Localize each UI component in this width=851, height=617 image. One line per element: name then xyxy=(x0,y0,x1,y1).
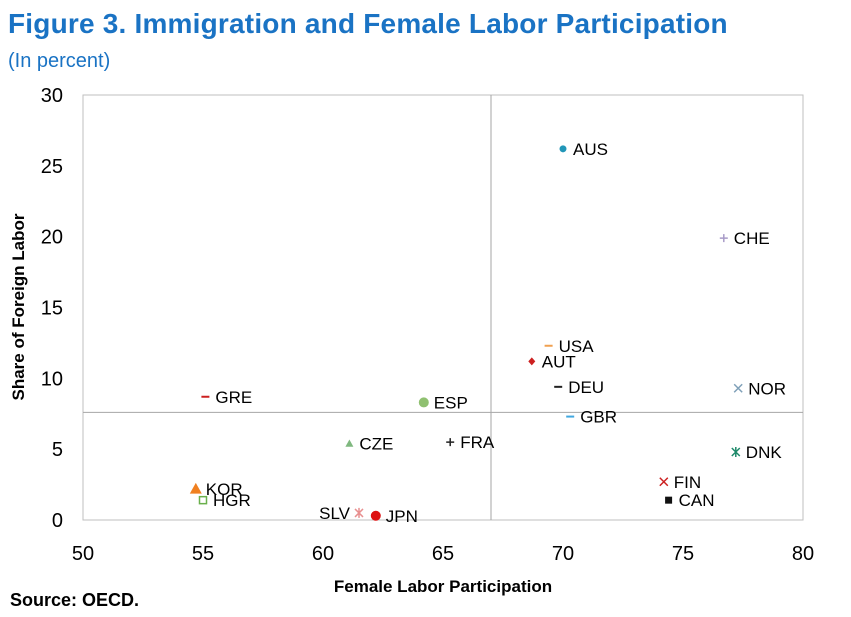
point-marker xyxy=(665,496,673,504)
point-marker xyxy=(446,438,455,447)
point-label: FIN xyxy=(674,473,701,492)
data-point-hgr: HGR xyxy=(198,491,251,510)
x-tick-label: 55 xyxy=(192,543,214,565)
data-point-slv: SLV xyxy=(319,504,364,523)
point-marker xyxy=(198,495,208,505)
x-tick-label: 65 xyxy=(432,543,454,565)
data-point-usa: USA xyxy=(544,337,595,356)
data-point-fin: FIN xyxy=(659,473,701,492)
y-tick-label: 15 xyxy=(41,298,63,320)
data-point-nor: NOR xyxy=(733,379,786,398)
data-point-gbr: GBR xyxy=(566,408,617,427)
point-label: JPN xyxy=(386,507,418,526)
point-label: CAN xyxy=(679,491,715,510)
point-marker xyxy=(559,145,567,153)
y-tick-label: 30 xyxy=(41,85,63,107)
point-label: DEU xyxy=(568,378,604,397)
x-tick-label: 60 xyxy=(312,543,334,565)
point-label: HGR xyxy=(213,491,251,510)
point-marker xyxy=(189,482,202,494)
y-tick-label: 0 xyxy=(52,510,63,532)
data-point-kor: KOR xyxy=(189,480,243,499)
x-tick-labels: 50 55 60 65 70 75 80 xyxy=(72,543,814,565)
point-label: AUT xyxy=(542,352,576,371)
point-label: AUS xyxy=(573,140,608,159)
x-tick-label: 75 xyxy=(672,543,694,565)
page-title: Figure 3. Immigration and Female Labor P… xyxy=(8,8,728,39)
data-point-dnk: DNK xyxy=(731,443,783,462)
data-point-jpn: JPN xyxy=(370,507,418,526)
y-tick-label: 20 xyxy=(41,227,63,249)
point-label: CHE xyxy=(734,229,770,248)
point-marker xyxy=(418,397,429,408)
point-label: KOR xyxy=(206,480,243,499)
page-subtitle: (In percent) xyxy=(8,50,111,72)
point-label: SLV xyxy=(319,504,351,523)
data-point-gre: GRE xyxy=(201,388,252,407)
point-label: NOR xyxy=(748,379,786,398)
y-tick-labels: 0 5 10 15 20 25 30 xyxy=(41,85,63,532)
data-point-aut: AUT xyxy=(528,352,576,371)
point-marker xyxy=(733,383,743,393)
point-label: CZE xyxy=(359,435,393,454)
point-marker xyxy=(370,510,381,521)
data-point-deu: DEU xyxy=(554,378,604,397)
plot-area xyxy=(82,94,804,521)
data-point-fra: FRA xyxy=(446,433,495,452)
data-point-can: CAN xyxy=(665,491,715,510)
point-label: USA xyxy=(559,337,595,356)
source-note: Source: OECD. xyxy=(10,590,140,610)
x-tick-label: 50 xyxy=(72,543,94,565)
y-tick-label: 25 xyxy=(41,156,63,178)
x-axis-label: Female Labor Participation xyxy=(334,577,552,596)
data-point-cze: CZE xyxy=(345,435,393,454)
point-marker xyxy=(528,357,536,366)
point-marker xyxy=(354,507,364,518)
point-label: GBR xyxy=(580,408,617,427)
y-tick-label: 5 xyxy=(52,439,63,461)
point-marker xyxy=(345,439,354,447)
data-point-esp: ESP xyxy=(418,393,468,412)
point-marker xyxy=(731,447,741,457)
y-axis-label: Share of Foreign Labor xyxy=(9,213,28,400)
y-tick-label: 10 xyxy=(41,368,63,390)
data-point-aus: AUS xyxy=(559,140,608,159)
point-marker xyxy=(659,477,669,487)
x-tick-label: 80 xyxy=(792,543,814,565)
point-label: FRA xyxy=(460,433,495,452)
data-point-che: CHE xyxy=(719,229,770,248)
point-marker xyxy=(719,234,728,243)
point-label: GRE xyxy=(215,388,252,407)
x-tick-label: 70 xyxy=(552,543,574,565)
point-label: DNK xyxy=(746,443,783,462)
point-label: ESP xyxy=(434,393,468,412)
